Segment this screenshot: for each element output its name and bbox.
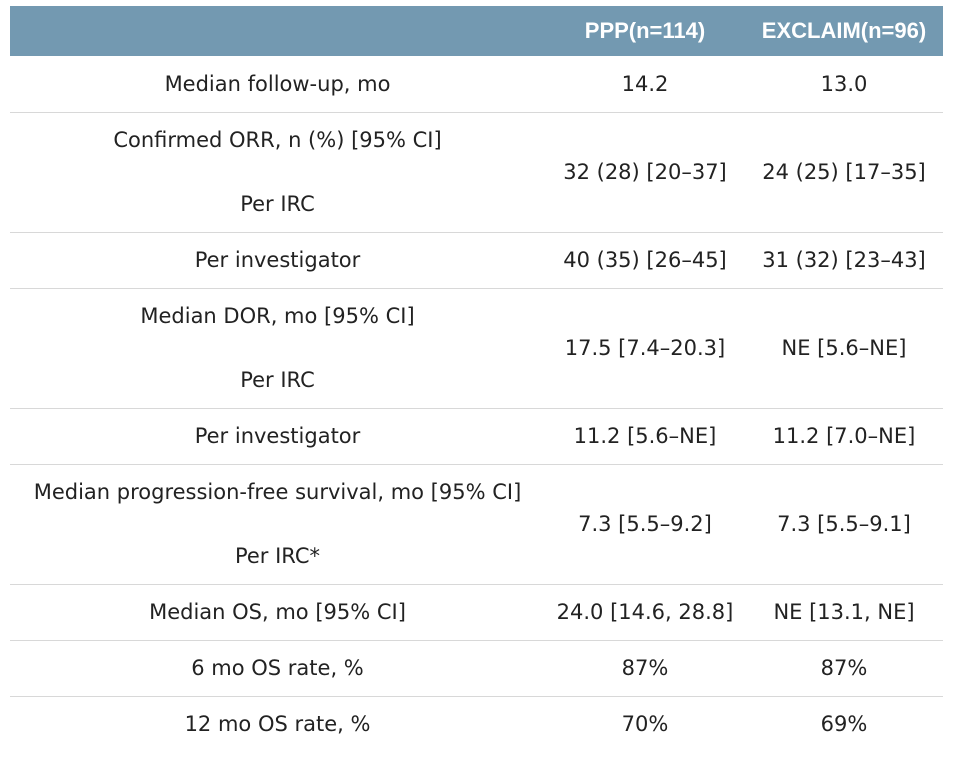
row-label: Median progression-free survival, mo [95… <box>33 480 522 504</box>
row-sublabel: Per IRC* <box>234 544 321 568</box>
header-ppp: PPP(n=114) <box>584 18 706 43</box>
ppp-value: 24.0 [14.6, 28.8] <box>545 584 745 641</box>
ppp-value: 11.2 [5.6–NE] <box>545 408 745 465</box>
ppp-value: 14.2 <box>545 56 745 113</box>
row-label-cell: Median progression-free survival, mo [95… <box>10 464 545 585</box>
row-label: Per investigator <box>10 408 545 465</box>
ppp-value: 7.3 [5.5–9.2] <box>545 464 745 585</box>
exclaim-value: NE [13.1, NE] <box>745 584 943 641</box>
table-header-row: PPP(n=114) EXCLAIM(n=96) <box>10 6 943 56</box>
ppp-value: 87% <box>545 640 745 697</box>
ppp-value: 40 (35) [26–45] <box>545 232 745 289</box>
ppp-value: 32 (28) [20–37] <box>545 112 745 233</box>
results-table-container: PPP(n=114) EXCLAIM(n=96) Median follow-u… <box>10 6 943 752</box>
ppp-value: 70% <box>621 712 669 737</box>
row-label: 6 mo OS rate, % <box>10 640 545 697</box>
table-row: Median progression-free survival, mo [95… <box>10 464 943 585</box>
row-label: Median DOR, mo [95% CI] <box>140 304 415 328</box>
exclaim-value: 7.3 [5.5–9.1] <box>745 464 943 585</box>
table-row: Per investigator 11.2 [5.6–NE] 11.2 [7.0… <box>10 408 943 465</box>
table-row: Confirmed ORR, n (%) [95% CI] Per IRC 32… <box>10 112 943 233</box>
row-sublabel: Per IRC <box>240 192 315 216</box>
row-label: Confirmed ORR, n (%) [95% CI] <box>113 128 442 152</box>
exclaim-value: 87% <box>745 640 943 697</box>
exclaim-value: 24 (25) [17–35] <box>745 112 943 233</box>
table-row: Per investigator 40 (35) [26–45] 31 (32)… <box>10 232 943 289</box>
exclaim-value: 13.0 <box>745 56 943 113</box>
row-label-cell: Median DOR, mo [95% CI] Per IRC <box>10 288 545 409</box>
table-row: Median DOR, mo [95% CI] Per IRC 17.5 [7.… <box>10 288 943 409</box>
header-label-column <box>10 6 545 56</box>
row-label: 12 mo OS rate, % <box>184 712 371 737</box>
row-label-cell: Confirmed ORR, n (%) [95% CI] Per IRC <box>10 112 545 233</box>
row-sublabel: Per IRC <box>240 368 315 392</box>
exclaim-value: NE [5.6–NE] <box>745 288 943 409</box>
table-row: 6 mo OS rate, % 87% 87% <box>10 640 943 697</box>
exclaim-value: 11.2 [7.0–NE] <box>745 408 943 465</box>
exclaim-value: 31 (32) [23–43] <box>745 232 943 289</box>
efficacy-results-table: PPP(n=114) EXCLAIM(n=96) Median follow-u… <box>10 6 943 752</box>
header-exclaim: EXCLAIM(n=96) <box>761 18 927 43</box>
table-row: Median follow-up, mo 14.2 13.0 <box>10 56 943 113</box>
table-row: Median OS, mo [95% CI] 24.0 [14.6, 28.8]… <box>10 584 943 641</box>
exclaim-value: 69% <box>820 712 868 737</box>
row-label: Median OS, mo [95% CI] <box>10 584 545 641</box>
table-row: 12 mo OS rate, % 70% 69% <box>10 696 943 752</box>
row-label: Per investigator <box>10 232 545 289</box>
ppp-value: 17.5 [7.4–20.3] <box>545 288 745 409</box>
row-label: Median follow-up, mo <box>10 56 545 113</box>
